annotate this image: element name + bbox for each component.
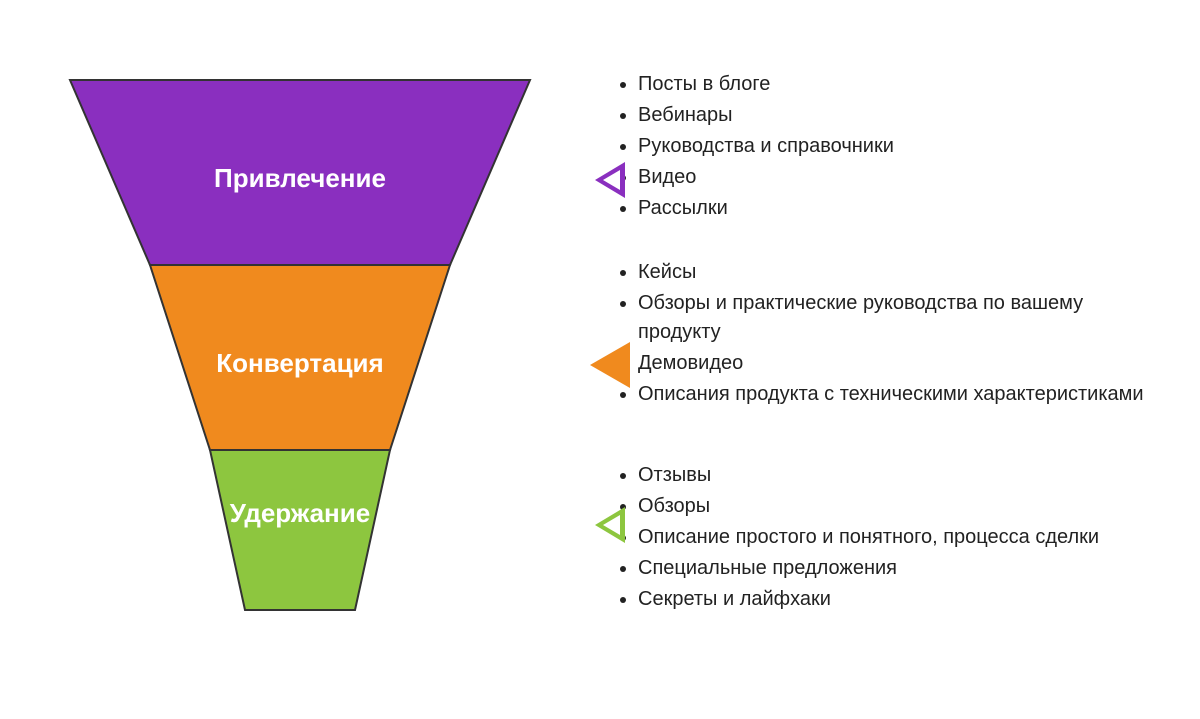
funnel-label-attract: Привлечение (214, 163, 386, 193)
list-attract: Посты в блогеВебинарыРуководства и справ… (610, 70, 1150, 223)
lists-column: Посты в блогеВебинарыРуководства и справ… (610, 70, 1150, 669)
list-item: Рассылки (638, 194, 1150, 223)
list-item: Посты в блоге (638, 70, 1150, 99)
arrow-convert-icon (590, 342, 630, 388)
list-item: Специальные предложения (638, 554, 1150, 583)
list-item: Обзоры и практические руководства по ваш… (638, 289, 1150, 347)
list-item: Секреты и лайфхаки (638, 585, 1150, 614)
funnel-stage-retain (210, 450, 390, 610)
list-item: Отзывы (638, 461, 1150, 490)
list-block-retain: ОтзывыОбзорыОписание простого и понятног… (610, 461, 1150, 641)
list-item: Вебинары (638, 101, 1150, 130)
funnel-infographic: Привлечение Конвертация Удержание Посты в … (0, 0, 1200, 719)
funnel-label-convert: Конвертация (216, 348, 383, 378)
list-block-attract: Посты в блогеВебинарыРуководства и справ… (610, 70, 1150, 230)
list-retain: ОтзывыОбзорыОписание простого и понятног… (610, 461, 1150, 614)
list-item: Обзоры (638, 492, 1150, 521)
list-convert: КейсыОбзоры и практические руководства п… (610, 258, 1150, 409)
list-item: Кейсы (638, 258, 1150, 287)
funnel-svg: Привлечение Конвертация Удержание (50, 70, 650, 630)
list-item: Описания продукта с техническими характе… (638, 380, 1150, 409)
list-item: Демовидео (638, 349, 1150, 378)
list-block-convert: КейсыОбзоры и практические руководства п… (610, 258, 1150, 433)
funnel-column: Привлечение Конвертация Удержание (50, 70, 550, 669)
funnel-label-retain: Удержание (230, 498, 370, 528)
list-item: Видео (638, 163, 1150, 192)
list-item: Руководства и справочники (638, 132, 1150, 161)
list-item: Описание простого и понятного, процесса … (638, 523, 1150, 552)
